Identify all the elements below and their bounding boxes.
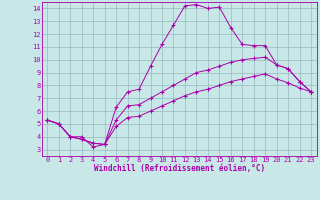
X-axis label: Windchill (Refroidissement éolien,°C): Windchill (Refroidissement éolien,°C) xyxy=(94,164,265,173)
